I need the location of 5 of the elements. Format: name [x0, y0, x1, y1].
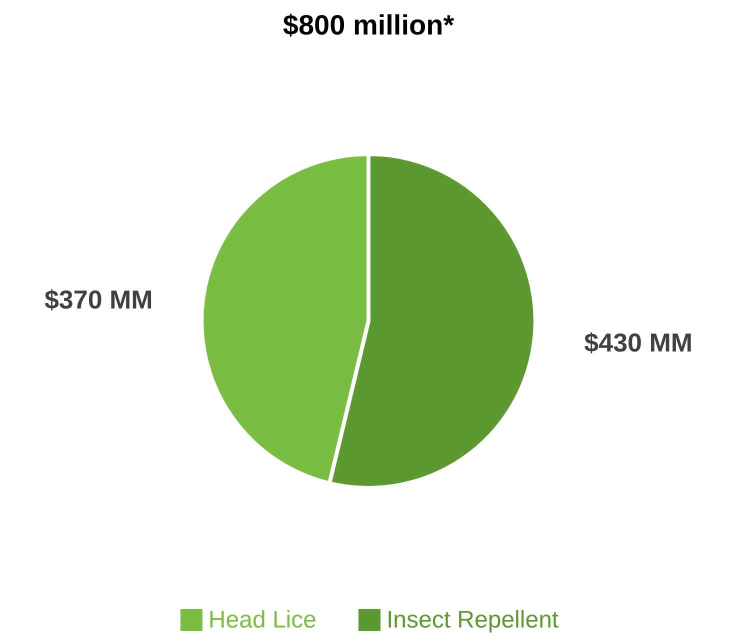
legend-label: Insect Repellent: [386, 606, 559, 634]
chart-title: $800 million*: [282, 10, 454, 40]
legend-label: Head Lice: [208, 606, 316, 634]
data-label: $430 MM: [584, 327, 693, 358]
data-label: $370 MM: [44, 284, 153, 315]
